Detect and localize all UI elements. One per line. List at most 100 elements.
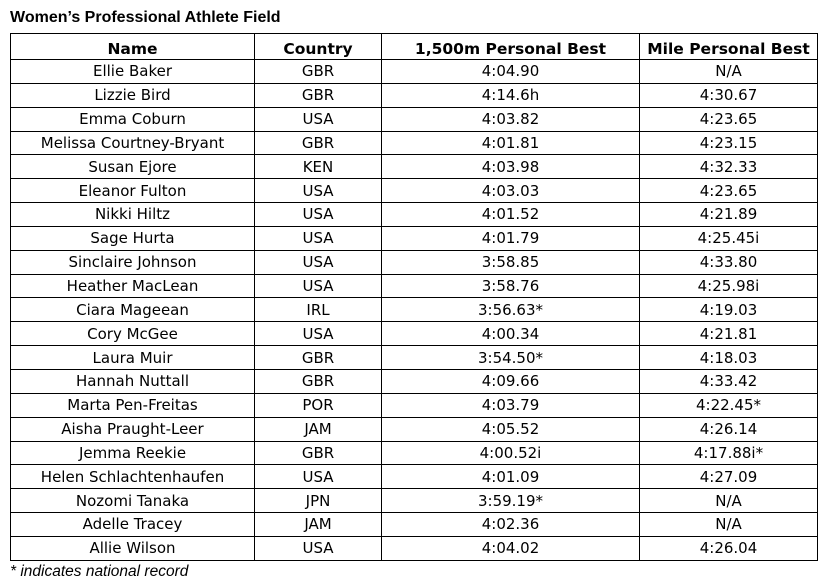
cell-country: GBR: [254, 82, 382, 108]
cell-name: Sinclaire Johnson: [10, 249, 255, 275]
cell-country: JAM: [254, 416, 382, 442]
cell-name: Cory McGee: [10, 321, 255, 347]
header-country: Country: [254, 33, 382, 60]
cell-mile-pb: 4:30.67: [639, 82, 818, 108]
table-row: Sinclaire Johnson USA 3:58.85 4:33.80: [10, 249, 818, 275]
header-1500m-pb: 1,500m Personal Best: [381, 33, 640, 60]
cell-country: USA: [254, 225, 382, 251]
cell-name: Allie Wilson: [10, 535, 255, 561]
cell-name: Aisha Praught-Leer: [10, 416, 255, 442]
cell-name: Ellie Baker: [10, 59, 255, 84]
table-row: Cory McGee USA 4:00.34 4:21.81: [10, 321, 818, 347]
cell-name: Emma Coburn: [10, 106, 255, 132]
cell-name: Ciara Mageean: [10, 297, 255, 323]
cell-mile-pb: N/A: [639, 512, 818, 537]
cell-1500m-pb: 3:59.19*: [381, 488, 640, 514]
header-mile-pb: Mile Personal Best: [639, 33, 818, 60]
table-row: Aisha Praught-Leer JAM 4:05.52 4:26.14: [10, 416, 818, 442]
cell-mile-pb: 4:25.45i: [639, 225, 818, 251]
cell-1500m-pb: 4:03.82: [381, 106, 640, 132]
cell-name: Eleanor Fulton: [10, 178, 255, 204]
table-row: Jemma Reekie GBR 4:00.52i 4:17.88i*: [10, 440, 818, 466]
cell-1500m-pb: 3:58.85: [381, 249, 640, 275]
cell-name: Lizzie Bird: [10, 82, 255, 108]
cell-mile-pb: 4:17.88i*: [639, 440, 818, 466]
cell-mile-pb: 4:23.15: [639, 130, 818, 156]
cell-name: Susan Ejore: [10, 154, 255, 180]
cell-name: Nozomi Tanaka: [10, 488, 255, 514]
table-row: Helen Schlachtenhaufen USA 4:01.09 4:27.09: [10, 464, 818, 490]
cell-1500m-pb: 4:05.52: [381, 416, 640, 442]
table-row: Adelle Tracey JAM 4:02.36 N/A: [10, 512, 818, 537]
table-body: Ellie Baker GBR 4:04.90 N/A Lizzie Bird GBR 4:…: [10, 59, 818, 561]
cell-country: GBR: [254, 130, 382, 156]
cell-mile-pb: 4:21.89: [639, 202, 818, 227]
table-row: Lizzie Bird GBR 4:14.6h 4:30.67: [10, 82, 818, 108]
cell-country: JAM: [254, 512, 382, 537]
table-row: Ellie Baker GBR 4:04.90 N/A: [10, 59, 818, 84]
header-row: Name Country 1,500m Personal Best Mile P…: [10, 33, 818, 60]
cell-mile-pb: 4:22.45*: [639, 392, 818, 418]
cell-name: Heather MacLean: [10, 273, 255, 299]
cell-country: GBR: [254, 440, 382, 466]
cell-1500m-pb: 4:04.90: [381, 59, 640, 84]
cell-1500m-pb: 4:01.81: [381, 130, 640, 156]
cell-mile-pb: 4:26.04: [639, 535, 818, 561]
cell-1500m-pb: 3:58.76: [381, 273, 640, 299]
cell-name: Laura Muir: [10, 345, 255, 370]
table-row: Melissa Courtney-Bryant GBR 4:01.81 4:23.15: [10, 130, 818, 156]
cell-mile-pb: 4:21.81: [639, 321, 818, 347]
table-row: Laura Muir GBR 3:54.50* 4:18.03: [10, 345, 818, 370]
cell-mile-pb: 4:32.33: [639, 154, 818, 180]
header-name: Name: [10, 33, 255, 60]
cell-name: Sage Hurta: [10, 225, 255, 251]
cell-mile-pb: 4:27.09: [639, 464, 818, 490]
cell-1500m-pb: 4:09.66: [381, 368, 640, 394]
cell-country: POR: [254, 392, 382, 418]
cell-country: USA: [254, 178, 382, 204]
cell-country: USA: [254, 202, 382, 227]
cell-mile-pb: 4:33.80: [639, 249, 818, 275]
cell-country: GBR: [254, 345, 382, 370]
cell-country: GBR: [254, 59, 382, 84]
cell-country: GBR: [254, 368, 382, 394]
cell-mile-pb: 4:33.42: [639, 368, 818, 394]
cell-1500m-pb: 4:02.36: [381, 512, 640, 537]
cell-country: USA: [254, 106, 382, 132]
cell-name: Hannah Nuttall: [10, 368, 255, 394]
table-row: Nikki Hiltz USA 4:01.52 4:21.89: [10, 202, 818, 227]
table-row: Nozomi Tanaka JPN 3:59.19* N/A: [10, 488, 818, 514]
cell-mile-pb: 4:18.03: [639, 345, 818, 370]
cell-1500m-pb: 4:14.6h: [381, 82, 640, 108]
cell-1500m-pb: 4:01.79: [381, 225, 640, 251]
footnote: * indicates national record: [10, 563, 189, 580]
table-row: Marta Pen-Freitas POR 4:03.79 4:22.45*: [10, 392, 818, 418]
athlete-table: Name Country 1,500m Personal Best Mile P…: [10, 33, 818, 561]
cell-name: Marta Pen-Freitas: [10, 392, 255, 418]
cell-1500m-pb: 4:03.98: [381, 154, 640, 180]
cell-mile-pb: 4:25.98i: [639, 273, 818, 299]
cell-1500m-pb: 4:03.03: [381, 178, 640, 204]
cell-country: USA: [254, 535, 382, 561]
cell-mile-pb: N/A: [639, 488, 818, 514]
cell-mile-pb: N/A: [639, 59, 818, 84]
cell-country: USA: [254, 464, 382, 490]
cell-1500m-pb: 4:01.52: [381, 202, 640, 227]
cell-name: Adelle Tracey: [10, 512, 255, 537]
cell-country: USA: [254, 249, 382, 275]
cell-mile-pb: 4:23.65: [639, 106, 818, 132]
table-row: Allie Wilson USA 4:04.02 4:26.04: [10, 535, 818, 561]
table-row: Susan Ejore KEN 4:03.98 4:32.33: [10, 154, 818, 180]
cell-country: JPN: [254, 488, 382, 514]
table-row: Heather MacLean USA 3:58.76 4:25.98i: [10, 273, 818, 299]
cell-mile-pb: 4:23.65: [639, 178, 818, 204]
cell-country: USA: [254, 321, 382, 347]
cell-country: USA: [254, 273, 382, 299]
cell-1500m-pb: 4:00.34: [381, 321, 640, 347]
cell-country: KEN: [254, 154, 382, 180]
cell-1500m-pb: 4:04.02: [381, 535, 640, 561]
cell-1500m-pb: 4:01.09: [381, 464, 640, 490]
cell-mile-pb: 4:26.14: [639, 416, 818, 442]
cell-name: Jemma Reekie: [10, 440, 255, 466]
cell-country: IRL: [254, 297, 382, 323]
